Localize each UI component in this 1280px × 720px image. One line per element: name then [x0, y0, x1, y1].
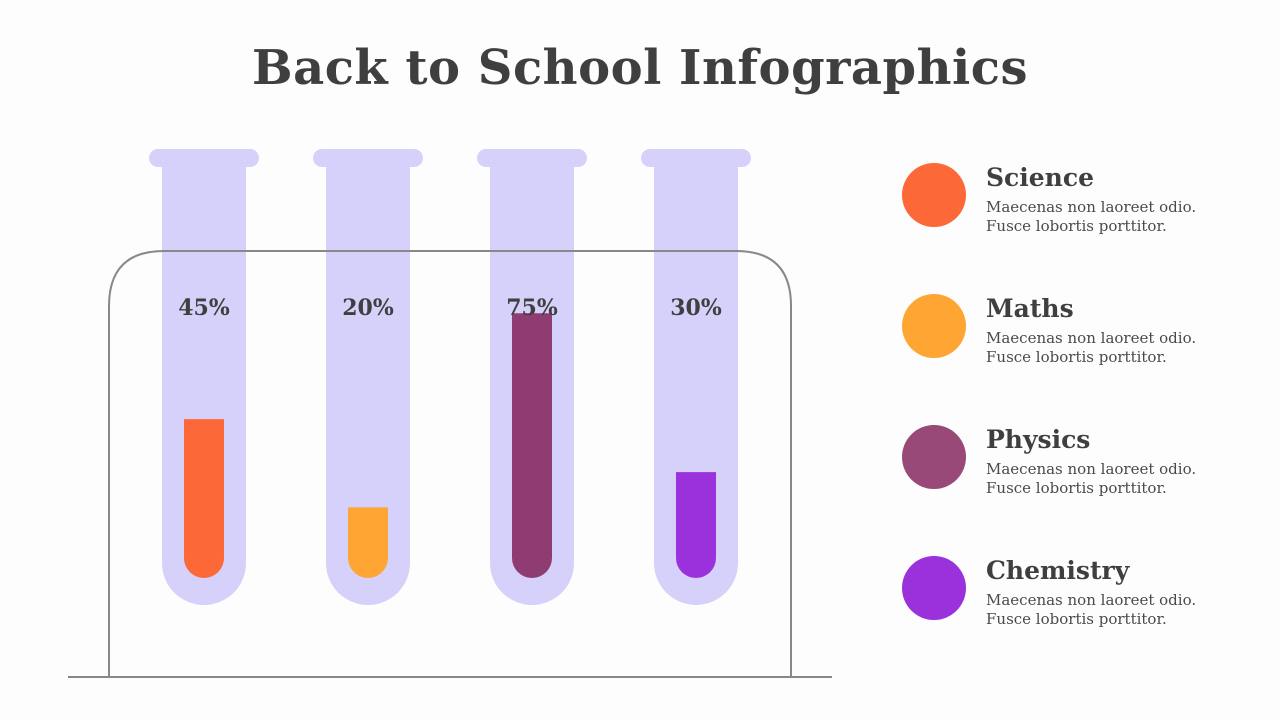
value-label-science: 45%: [178, 295, 230, 321]
legend-name: Maths: [986, 294, 1074, 323]
test-tube-lip-science: [149, 149, 259, 167]
test-tube-chart: 45% 20% 75% 30%: [68, 149, 832, 678]
legend-description-line: Fusce lobortis porttitor.: [986, 348, 1167, 366]
bar-science: [184, 419, 224, 578]
value-label-chemistry: 30%: [670, 295, 722, 321]
legend-item-maths: Maths Maecenas non laoreet odio. Fusce l…: [902, 294, 1262, 374]
test-tube-maths: [326, 165, 410, 605]
legend-description: Maecenas non laoreet odio. Fusce loborti…: [986, 329, 1256, 367]
legend-name: Chemistry: [986, 556, 1130, 585]
legend-dot-maths: [902, 294, 966, 358]
test-tube-lip-physics: [477, 149, 587, 167]
legend-dot-science: [902, 163, 966, 227]
bar-maths: [348, 507, 388, 578]
test-tube-science: [162, 165, 246, 605]
legend-name: Science: [986, 163, 1094, 192]
legend-dot-chemistry: [902, 556, 966, 620]
test-tube-lip-chemistry: [641, 149, 751, 167]
legend-description-line: Maecenas non laoreet odio.: [986, 329, 1197, 347]
test-tube-chemistry: [654, 165, 738, 605]
legend-item-science: Science Maecenas non laoreet odio. Fusce…: [902, 163, 1262, 243]
legend-description: Maecenas non laoreet odio. Fusce loborti…: [986, 198, 1256, 236]
legend: Science Maecenas non laoreet odio. Fusce…: [902, 0, 1262, 720]
legend-description-line: Fusce lobortis porttitor.: [986, 479, 1167, 497]
legend-description-line: Maecenas non laoreet odio.: [986, 460, 1197, 478]
legend-description-line: Maecenas non laoreet odio.: [986, 591, 1197, 609]
page-title: Back to School Infographics: [252, 40, 1028, 96]
legend-description: Maecenas non laoreet odio. Fusce loborti…: [986, 591, 1256, 629]
value-label-physics: 75%: [506, 295, 558, 321]
legend-item-physics: Physics Maecenas non laoreet odio. Fusce…: [902, 425, 1262, 505]
test-tube-lip-maths: [313, 149, 423, 167]
legend-item-chemistry: Chemistry Maecenas non laoreet odio. Fus…: [902, 556, 1262, 636]
legend-description-line: Fusce lobortis porttitor.: [986, 610, 1167, 628]
value-label-maths: 20%: [342, 295, 394, 321]
tube-rack-frame: [108, 250, 792, 677]
legend-name: Physics: [986, 425, 1091, 454]
bar-physics: [512, 313, 552, 578]
legend-dot-physics: [902, 425, 966, 489]
bar-chemistry: [676, 472, 716, 578]
legend-description-line: Maecenas non laoreet odio.: [986, 198, 1197, 216]
legend-description: Maecenas non laoreet odio. Fusce loborti…: [986, 460, 1256, 498]
legend-description-line: Fusce lobortis porttitor.: [986, 217, 1167, 235]
